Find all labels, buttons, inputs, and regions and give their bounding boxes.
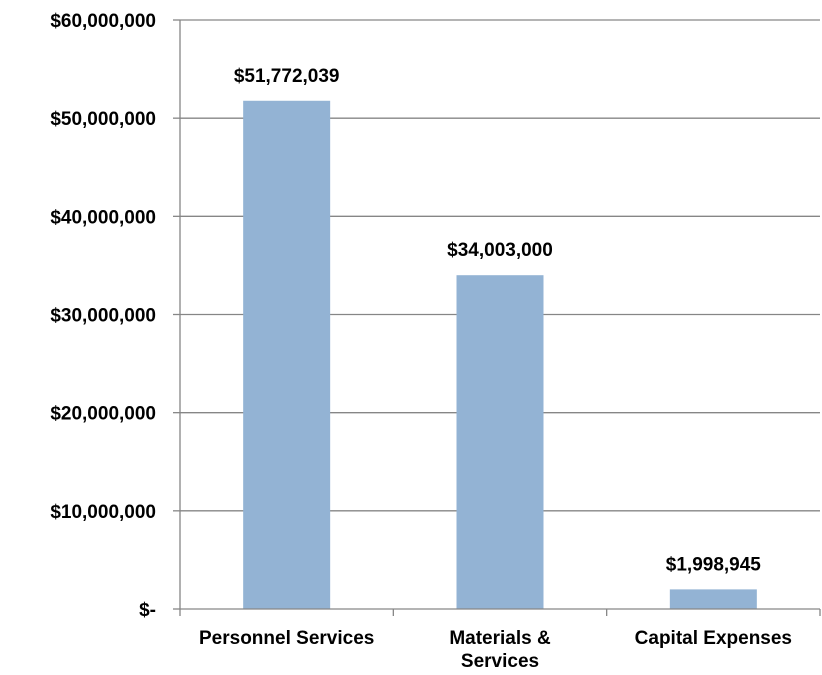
y-tick-label: $50,000,000	[50, 109, 156, 130]
y-tick-label: $60,000,000	[50, 11, 156, 32]
axes	[173, 19, 821, 616]
category-labels: Personnel Services Materials & Services Cap…	[199, 628, 792, 672]
category-label: Materials & Services	[449, 628, 551, 672]
data-label: $51,772,039	[234, 66, 340, 87]
data-labels: $51,772,039 $34,003,000 $1,998,945	[234, 66, 761, 576]
y-tick-label: $30,000,000	[50, 306, 156, 327]
category-label: Personnel Services	[199, 628, 374, 649]
data-label: $34,003,000	[447, 240, 553, 261]
y-tick-label: $20,000,000	[50, 404, 156, 425]
bar	[456, 275, 544, 609]
y-tick-label: $-	[139, 600, 156, 621]
y-tick-label: $40,000,000	[50, 207, 156, 228]
y-tick-label: $10,000,000	[50, 502, 156, 523]
category-label: Capital Expenses	[635, 628, 792, 649]
bar	[243, 100, 331, 609]
bars	[243, 100, 757, 609]
y-tick-labels: $- $10,000,000 $20,000,000 $30,000,000 $40,0…	[50, 11, 156, 621]
data-label: $1,998,945	[666, 554, 762, 575]
bar	[669, 589, 757, 609]
